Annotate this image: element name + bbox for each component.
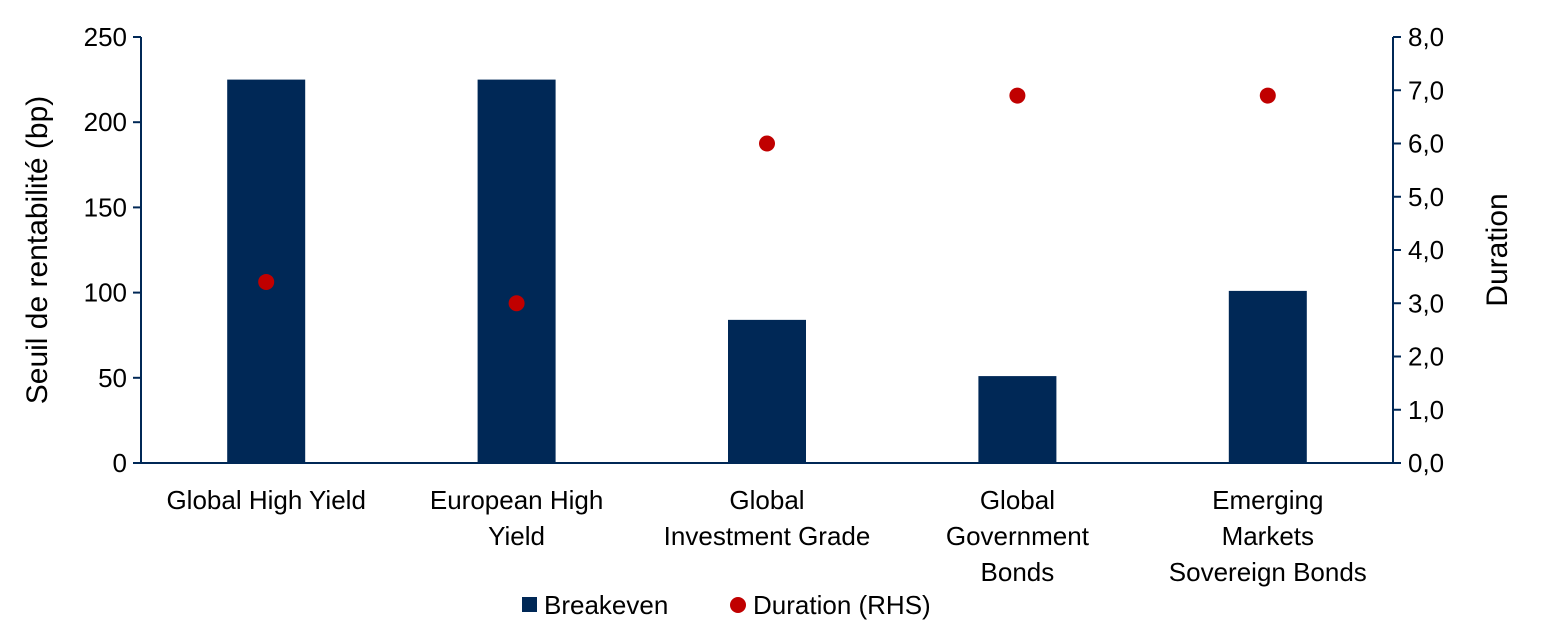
legend-label-breakeven: Breakeven <box>544 590 668 620</box>
bars-layer <box>227 79 1307 463</box>
left-tick-label: 50 <box>98 363 127 393</box>
category-label: Global Investment Grade <box>664 485 871 551</box>
category-label-line: Emerging <box>1212 485 1323 515</box>
left-axis-title: Seuil de rentabilité (bp) <box>21 96 54 405</box>
right-tick-label: 3,0 <box>1408 288 1444 318</box>
points-layer <box>258 87 1276 312</box>
point-duration <box>1259 87 1276 104</box>
category-label-line: Global <box>729 485 804 515</box>
category-label: Emerging Markets Sovereign Bonds <box>1169 485 1367 587</box>
category-label-line: Government <box>946 521 1090 551</box>
bar-breakeven <box>1228 290 1307 463</box>
left-tick-label: 0 <box>113 448 127 478</box>
point-duration <box>759 135 775 152</box>
left-tick-label: 250 <box>84 22 127 52</box>
right-tick-label: 7,0 <box>1408 75 1444 105</box>
point-duration <box>258 273 275 290</box>
right-tick-label: 6,0 <box>1408 129 1444 159</box>
category-label: Global Government Bonds <box>946 485 1090 587</box>
category-label-line: Bonds <box>981 557 1055 587</box>
bar-breakeven <box>477 79 556 463</box>
right-tick-label: 1,0 <box>1408 395 1444 425</box>
point-duration <box>508 295 525 312</box>
x-axis-labels: Global High Yield European High Yield Globa… <box>166 485 1366 587</box>
bar-breakeven <box>978 376 1057 463</box>
point-duration <box>1009 87 1026 104</box>
right-tick-label: 5,0 <box>1408 182 1444 212</box>
right-tick-label: 2,0 <box>1408 342 1444 372</box>
category-label: European High Yield <box>430 485 603 551</box>
category-label-line: Sovereign Bonds <box>1169 557 1367 587</box>
category-label-line: Markets <box>1222 521 1314 551</box>
left-axis-ticks: 0 50 100 150 200 250 <box>84 22 141 478</box>
left-tick-label: 100 <box>84 278 127 308</box>
right-tick-label: 0,0 <box>1408 448 1444 478</box>
bar-breakeven <box>227 79 306 463</box>
legend-marker-duration <box>730 597 746 613</box>
category-label-line: Global High Yield <box>166 485 365 515</box>
legend-label-duration: Duration (RHS) <box>753 590 931 620</box>
left-tick-label: 150 <box>84 192 127 222</box>
category-label-line: Global <box>980 485 1055 515</box>
category-label: Global High Yield <box>166 485 365 515</box>
right-axis-ticks: 0,0 1,0 2,0 3,0 4,0 5,0 6,0 7,0 8,0 <box>1393 22 1444 478</box>
right-tick-label: 8,0 <box>1408 22 1444 52</box>
left-tick-label: 200 <box>84 107 127 137</box>
category-label-line: Investment Grade <box>664 521 871 551</box>
right-axis-title: Duration <box>1481 193 1514 306</box>
category-label-line: Yield <box>488 521 545 551</box>
legend-swatch-breakeven <box>522 597 537 612</box>
bar-breakeven <box>728 319 806 463</box>
category-label-line: European High <box>430 485 603 515</box>
legend: Breakeven Duration (RHS) <box>522 590 931 620</box>
right-tick-label: 4,0 <box>1408 235 1444 265</box>
